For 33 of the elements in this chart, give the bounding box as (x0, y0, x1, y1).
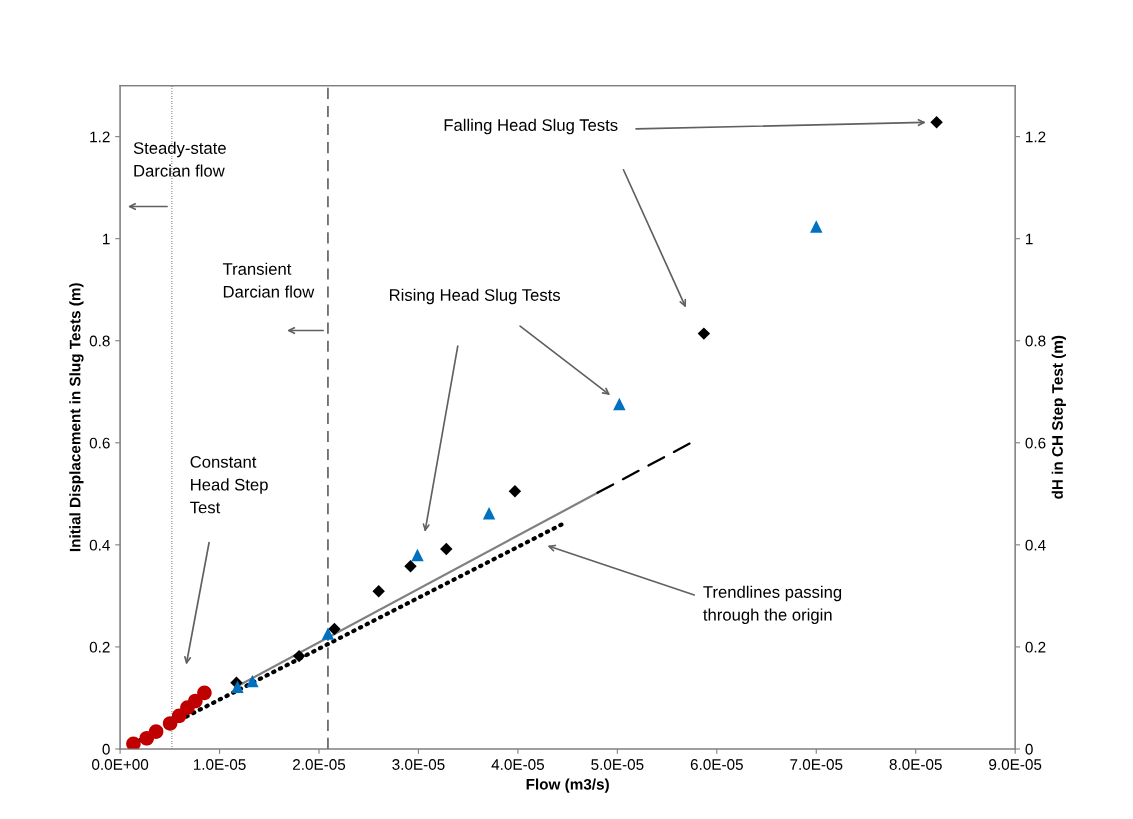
x-tick-label: 0.0E+00 (92, 759, 149, 770)
x-tick-label: 7.0E-05 (790, 759, 843, 770)
y-tick-label: 0.6 (89, 437, 110, 449)
y2-tick-label: 0 (1025, 743, 1033, 755)
x-tick-label: 2.0E-05 (293, 759, 346, 770)
y2-tick-label: 0.6 (1025, 437, 1046, 449)
y-tick-label: 0.8 (89, 335, 110, 347)
x-tick-label: 8.0E-05 (889, 759, 942, 770)
x-tick-label: 5.0E-05 (591, 759, 644, 770)
x-tick-label: 6.0E-05 (690, 759, 743, 770)
y-axis-title: Initial Displacement in Slug Tests (m) (69, 283, 84, 552)
y2-tick-label: 0.4 (1025, 539, 1046, 551)
x-tick-label: 9.0E-05 (989, 759, 1042, 770)
y-tick-label: 1 (103, 233, 110, 245)
annotation: Steady-state Darcian flow (133, 141, 226, 177)
annotation: Rising Head Slug Tests (389, 288, 561, 305)
y-tick-label: 0.2 (89, 641, 110, 653)
y2-tick-label: 1 (1026, 233, 1033, 245)
y2-tick-label: 0.8 (1025, 335, 1046, 347)
y2-axis-title: dH in CH Step Test (m) (1051, 335, 1066, 499)
y-tick-label: 0.4 (89, 539, 110, 551)
y-tick-label: 0 (102, 743, 110, 755)
annotation: Falling Head Slug Tests (444, 118, 618, 135)
annotation: Transient Darcian flow (222, 262, 315, 298)
annotation: Constant Head Step Test (190, 455, 268, 514)
y2-tick-label: 0.2 (1025, 641, 1046, 653)
x-tick-label: 1.0E-05 (193, 759, 246, 770)
y2-tick-label: 1.2 (1026, 131, 1046, 143)
annotation: Trendlines passing through the origin (703, 585, 842, 624)
y-tick-label: 1.2 (90, 131, 110, 143)
x-axis-title: Flow (m3/s) (526, 778, 609, 793)
x-tick-label: 3.0E-05 (392, 759, 445, 770)
x-tick-label: 4.0E-05 (491, 759, 545, 770)
